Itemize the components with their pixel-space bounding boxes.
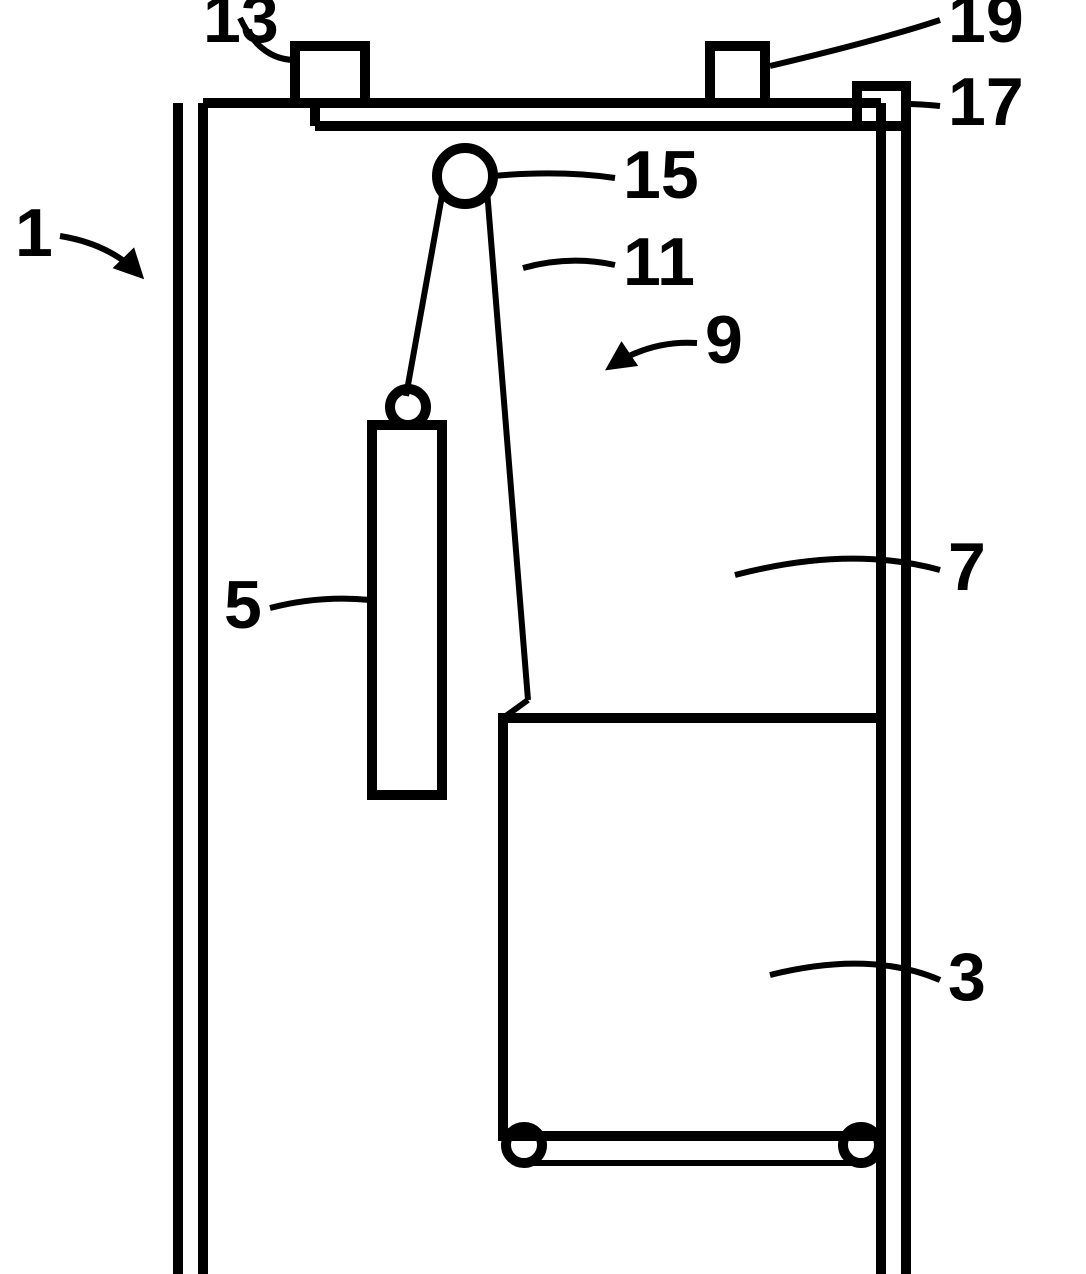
label-3: 3	[948, 939, 986, 1015]
cable-left	[406, 190, 443, 396]
leader-9	[610, 343, 697, 367]
label-19: 19	[948, 0, 1024, 57]
leader-15	[492, 173, 615, 178]
leader-5	[270, 599, 370, 608]
car	[503, 718, 881, 1136]
label-13: 13	[203, 0, 279, 57]
cable-right	[487, 190, 528, 700]
block13	[295, 46, 365, 103]
label-9: 9	[705, 302, 743, 378]
label-17: 17	[948, 64, 1024, 140]
block19	[710, 46, 765, 103]
label-11: 11	[623, 224, 695, 300]
label-15: 15	[623, 137, 699, 213]
counterweight	[372, 425, 442, 795]
leader-17	[906, 104, 940, 106]
label-5: 5	[224, 567, 262, 643]
leader-19	[770, 20, 940, 66]
leader-3	[770, 964, 940, 980]
label-7: 7	[948, 529, 986, 605]
label-1: 1	[15, 195, 53, 271]
leader-11	[523, 261, 615, 268]
leader-1	[60, 236, 140, 275]
